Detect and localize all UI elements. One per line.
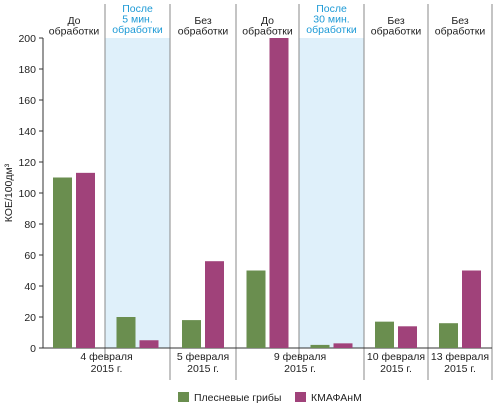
column-header-line: обработки [112, 24, 163, 36]
bar-mold [375, 321, 394, 348]
bar-kmafanm [269, 38, 289, 348]
bar-mold [182, 320, 201, 348]
bar-kmafanm [205, 261, 224, 348]
y-tick-label: 160 [18, 95, 36, 107]
date-label: 9 февраля [274, 351, 326, 363]
bar-mold [53, 177, 72, 348]
highlight-band-1 [105, 38, 170, 348]
column-header-line: Без [194, 15, 211, 27]
y-tick-label: 200 [18, 33, 36, 45]
y-tick-label: 20 [24, 312, 36, 324]
date-label: 4 февраля [80, 351, 132, 363]
bar-mold [439, 323, 458, 348]
y-tick-label: 120 [18, 157, 36, 169]
bar-mold [310, 344, 330, 348]
date-label: 10 февраля [367, 351, 425, 363]
highlight-band-4 [299, 38, 364, 348]
column-header-line: обработки [178, 26, 229, 38]
legend-swatch-kmafanm [295, 392, 306, 402]
column-header-line: Без [451, 15, 468, 27]
date-label: 2015 г. [444, 363, 476, 375]
column-header-line: обработки [371, 26, 422, 38]
bar-kmafanm [76, 172, 95, 348]
date-label: 2015 г. [187, 363, 219, 375]
bar-kmafanm [333, 343, 353, 348]
column-header-line: обработки [435, 26, 486, 38]
date-label: 13 февраля [431, 351, 489, 363]
date-label: 2015 г. [284, 363, 316, 375]
y-tick-label: 100 [18, 188, 36, 200]
legend-label: Плесневые грибы [194, 392, 281, 404]
column-header-line: 30 мин. [313, 14, 349, 26]
bar-mold [116, 317, 136, 348]
y-tick-label: 140 [18, 126, 36, 138]
y-tick-label: 60 [24, 250, 36, 262]
column-header-line: До [261, 15, 274, 27]
column-header-line: После [316, 3, 347, 15]
y-axis-title: КОЕ/100дм³ [3, 163, 15, 222]
date-label: 2015 г. [91, 363, 123, 375]
column-header-line: Без [387, 15, 404, 27]
bar-kmafanm [398, 326, 417, 348]
column-header-line: После [122, 3, 153, 15]
column-header-line: обработки [49, 26, 100, 38]
y-tick-label: 0 [30, 343, 36, 355]
bar-mold [246, 270, 266, 348]
legend-label: КМАФАнМ [311, 392, 362, 404]
column-header-line: 5 мин. [122, 14, 153, 26]
date-label: 5 февраля [177, 351, 229, 363]
column-header-line: До [67, 15, 80, 27]
legend-swatch-mold [178, 392, 189, 402]
column-header-line: обработки [242, 26, 293, 38]
y-tick-label: 80 [24, 219, 36, 231]
date-label: 2015 г. [380, 363, 412, 375]
y-tick-label: 40 [24, 281, 36, 293]
bar-kmafanm [462, 270, 481, 348]
bar-kmafanm [139, 340, 159, 348]
column-header-line: обработки [306, 24, 357, 36]
y-tick-label: 180 [18, 64, 36, 76]
